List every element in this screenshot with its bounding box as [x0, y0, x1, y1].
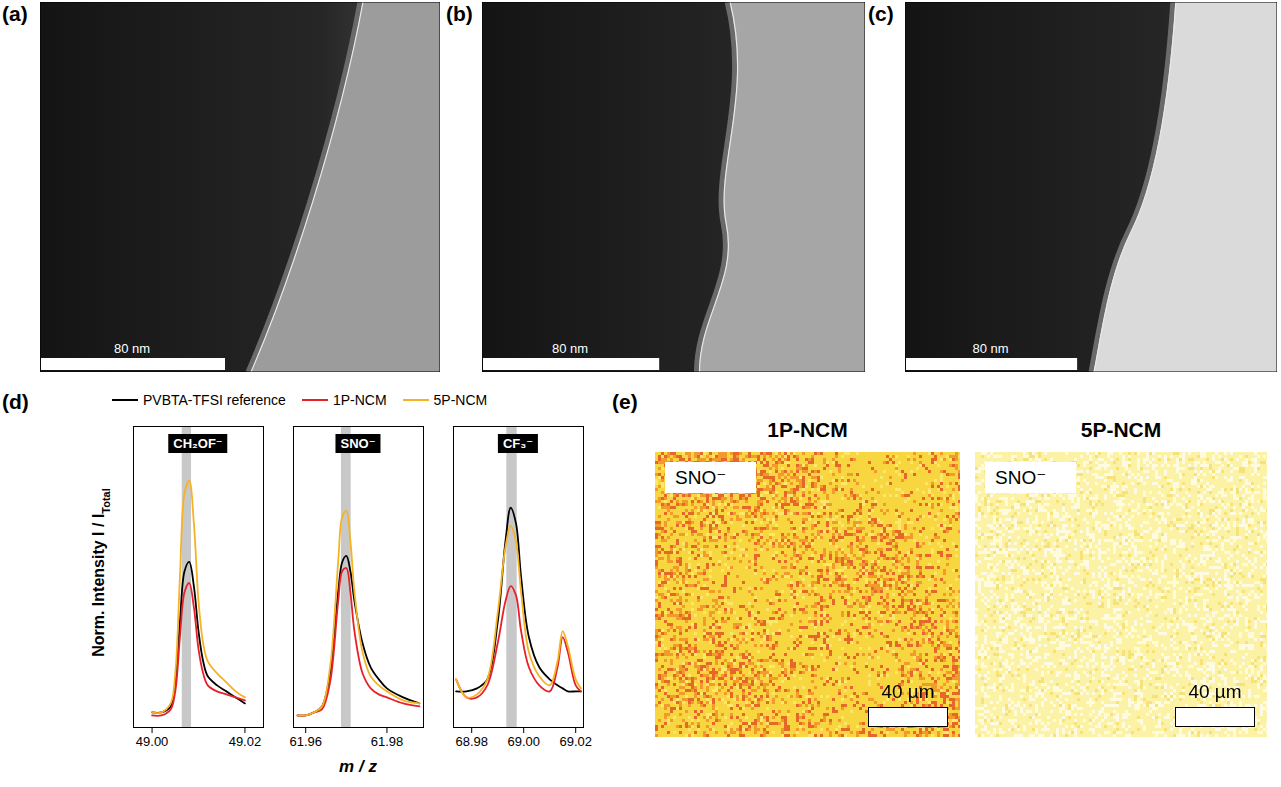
svg-text:49.00: 49.00: [136, 734, 169, 749]
html-text:(b): (b): [446, 2, 473, 25]
html-text:SNO⁻: SNO⁻: [340, 436, 376, 451]
html-text:(a): (a): [2, 2, 28, 25]
html-text:SNO⁻: SNO⁻: [995, 467, 1047, 488]
html-text:40 µm: 40 µm: [1188, 681, 1242, 702]
svg-text:80 nm: 80 nm: [114, 341, 150, 356]
svg-text:69.02: 69.02: [559, 734, 592, 749]
html-text:CH₂OF⁻: CH₂OF⁻: [173, 436, 223, 451]
svg-text:Norm. Intensity I / ITotal: Norm. Intensity I / ITotal: [90, 488, 112, 657]
html-text:m / z: m / z: [339, 757, 377, 776]
svg-text:68.98: 68.98: [455, 734, 488, 749]
svg-text:61.96: 61.96: [289, 734, 322, 749]
svg-text:61.98: 61.98: [371, 734, 404, 749]
svg-text:80 nm: 80 nm: [972, 341, 1008, 356]
html-text:(c): (c): [868, 2, 894, 25]
html-text:1P-NCM: 1P-NCM: [332, 392, 387, 408]
html-text:CF₃⁻: CF₃⁻: [502, 436, 534, 451]
html-text:(d): (d): [2, 390, 29, 413]
html-text:PVBTA-TFSI reference: PVBTA-TFSI reference: [143, 392, 286, 408]
html-text:(e): (e): [612, 390, 638, 413]
html-text:40 µm: 40 µm: [881, 681, 935, 702]
svg-text:69.00: 69.00: [507, 734, 540, 749]
html-text:5P-NCM: 5P-NCM: [433, 392, 488, 408]
svg-text:49.02: 49.02: [229, 734, 262, 749]
html-text:1P-NCM: 1P-NCM: [767, 418, 848, 441]
html-text:SNO⁻: SNO⁻: [675, 467, 727, 488]
html-text:5P-NCM: 5P-NCM: [1080, 418, 1162, 441]
svg-text:80 nm: 80 nm: [552, 341, 588, 356]
